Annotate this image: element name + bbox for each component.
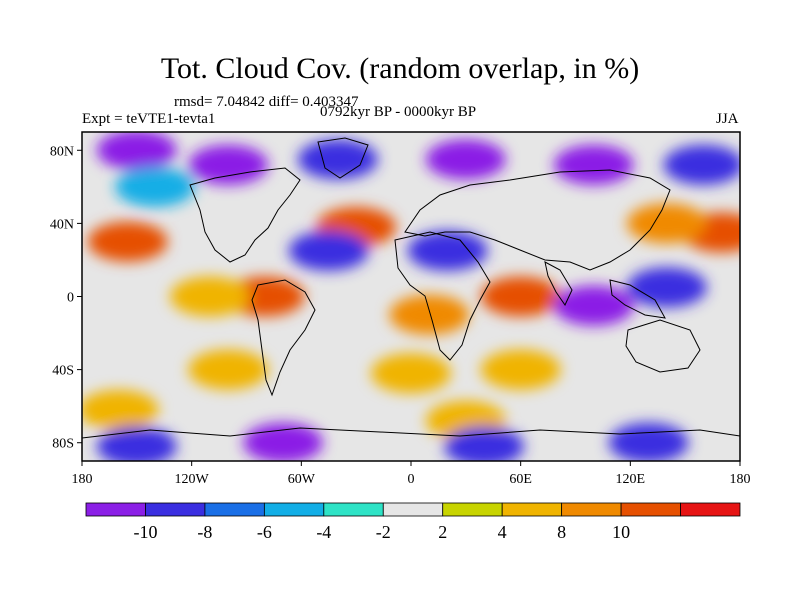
colorbar-swatch-0 (85, 502, 146, 517)
lon-tick-label: 120E (616, 472, 646, 487)
colorbar-swatch-8 (561, 502, 622, 517)
coastline-africa (394, 231, 491, 361)
colorbar-swatch-4 (323, 502, 384, 517)
colorbar-swatch-1 (145, 502, 206, 517)
coastline-north-america (189, 167, 301, 263)
field-region-10 (626, 203, 707, 244)
field-region-1 (188, 144, 269, 185)
colorbar-swatch-10 (680, 502, 741, 517)
field-region-17 (169, 276, 250, 317)
lat-tick-label: 40N (50, 217, 74, 232)
coastline-greenland (317, 137, 369, 179)
colorbar-swatch-2 (204, 502, 265, 517)
period-label: 0792kyr BP - 0000kyr BP (320, 104, 477, 120)
coastlines (81, 137, 741, 439)
field-region-2 (297, 139, 378, 180)
lat-tick-label: 80S (52, 437, 74, 452)
colorbar-label: -2 (376, 522, 391, 542)
field-region-13 (480, 276, 561, 317)
field-region-5 (663, 144, 740, 185)
field-region-21 (371, 353, 451, 394)
lat-tick-label: 0 (67, 291, 74, 306)
season-label: JJA (716, 111, 739, 127)
colorbar-label: 4 (498, 522, 507, 542)
lon-tick-label: 180 (730, 472, 751, 487)
lon-tick-label: 60W (288, 472, 316, 487)
colorbar-swatch-5 (382, 502, 444, 517)
field-region-4 (553, 144, 634, 185)
colorbar-label: -4 (316, 522, 331, 542)
coastline-australia (625, 319, 701, 373)
colorbar-swatch-3 (263, 502, 325, 517)
lat-tick-label: 80N (50, 144, 74, 159)
colorbar-swatch-6 (442, 502, 503, 517)
colorbar-label: 10 (612, 522, 630, 542)
colorbar-swatch-9 (620, 502, 681, 517)
field-region-19 (188, 349, 269, 390)
cloud-cover-field (82, 132, 740, 461)
field-region-18 (389, 294, 470, 335)
lon-tick-label: 180 (72, 472, 93, 487)
colorbar-label: -8 (197, 522, 212, 542)
field-region-12 (288, 230, 369, 271)
coastline-eurasia (404, 169, 671, 271)
lon-tick-label: 0 (408, 472, 415, 487)
coastline-south-america (251, 279, 316, 397)
field-region-3 (425, 139, 506, 180)
lat-tick-label: 40S (52, 364, 74, 379)
experiment-label: Expt = teVTE1-tevta1 (82, 111, 216, 127)
field-region-20 (480, 349, 561, 390)
field-region-11 (407, 230, 488, 271)
colorbar: -10 -8 -6 -4 -2 2 4 8 10 (85, 502, 741, 542)
field-region-7 (87, 221, 168, 262)
field-region-0 (96, 132, 177, 171)
rmsd-diff-stats: rmsd= 7.04842 diff= 0.403347 (174, 94, 359, 110)
field-region-22 (82, 389, 159, 430)
field-region-27 (608, 422, 689, 461)
field-region-6 (115, 166, 196, 207)
colorbar-label: -10 (133, 522, 157, 542)
colorbar-label: 8 (557, 522, 566, 542)
colorbar-label: -6 (257, 522, 272, 542)
field-region-26 (444, 426, 525, 461)
map-title: Tot. Cloud Cov. (random overlap, in %) (160, 52, 640, 85)
field-region-15 (626, 267, 707, 308)
field-region-24 (96, 426, 177, 461)
lon-tick-label: 120W (175, 472, 210, 487)
coastline-india (544, 261, 573, 307)
colorbar-label: 2 (438, 522, 447, 542)
map-axes: 180 120W 60W 0 60E 120E 180 80N 40N 0 40S 80S (50, 144, 751, 487)
field-region-16 (224, 276, 305, 317)
coastline-antarctica (81, 427, 741, 439)
colorbar-swatch-7 (501, 502, 563, 517)
lon-tick-label: 60E (509, 472, 532, 487)
coastline-maritime-asia (609, 279, 666, 319)
field-region-14 (553, 285, 634, 326)
